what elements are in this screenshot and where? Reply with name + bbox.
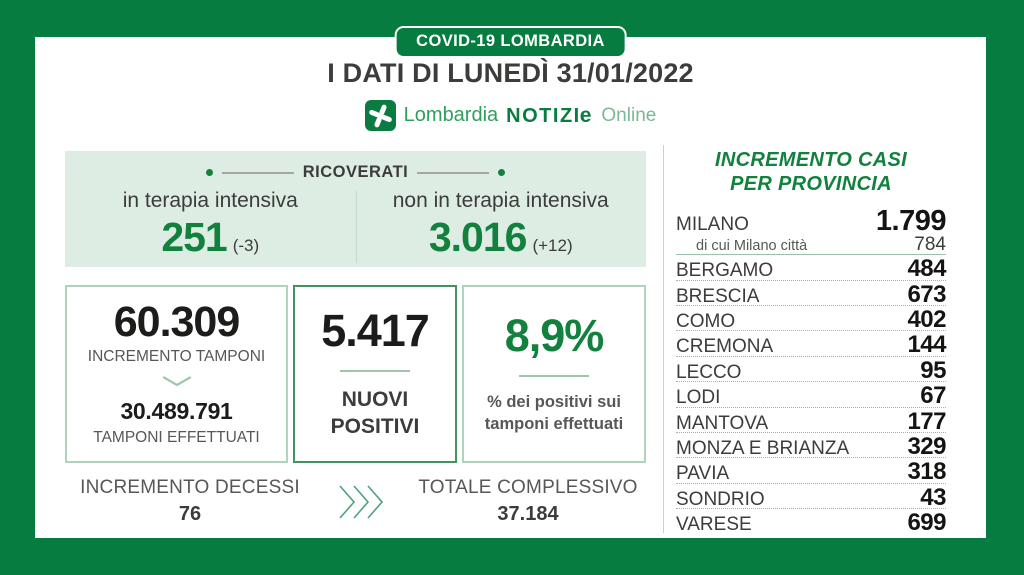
province-name: PAVIA (676, 463, 730, 485)
province-value: 1.799 (875, 205, 947, 238)
incremento-decessi-value: 76 (178, 503, 202, 525)
province-row-lecco: LECCO 95 (676, 356, 946, 384)
province-row-brescia: BRESCIA 673 (676, 280, 946, 308)
province-name: CREMONA (676, 336, 774, 358)
province-value: 177 (907, 407, 946, 435)
province-row-como: COMO 402 (676, 305, 946, 333)
logo-text-notizie: NOTIZI e (506, 103, 592, 127)
separator-line (519, 375, 589, 378)
rosa-camuna-icon (364, 100, 396, 131)
ricoverati-value: 3.016 (428, 214, 528, 260)
province-row-sondrio: SONDRIO 43 (676, 483, 946, 511)
ricoverati-delta: (-3) (232, 236, 260, 255)
province-value: 144 (907, 331, 946, 359)
province-row-monza-e-brianza: MONZA E BRIANZA 329 (676, 432, 946, 460)
incremento-tamponi-value: 60.309 (113, 298, 241, 346)
province-sub-value: 784 (914, 234, 946, 256)
province-name: LODI (676, 387, 721, 409)
triple-chevron-right-icon (315, 484, 410, 519)
province-name: MONZA E BRIANZA (676, 437, 850, 459)
province-row-cremona: CREMONA 144 (676, 331, 946, 359)
province-subrow-milano: di cui Milano città 784 (676, 234, 946, 256)
province-value: 95 (920, 356, 946, 384)
province-name: MANTOVA (676, 412, 769, 434)
province-panel-title: INCREMENTO CASI PER PROVINCIA (715, 149, 907, 195)
ricoverati-delta: (+12) (532, 236, 573, 255)
province-row-lodi: LODI 67 (676, 382, 946, 410)
ricoverati-value: 251 (161, 214, 227, 260)
province-name: VARESE (676, 514, 752, 536)
logo-text-lombardia: Lombardia (403, 104, 499, 126)
percentuale-positivi-box: 8,9% % dei positivi sui tamponi effettua… (462, 285, 646, 463)
province-row-mantova: MANTOVA 177 (676, 407, 946, 435)
tamponi-effettuati-value: 30.489.791 (120, 398, 233, 424)
province-value: 318 (907, 458, 946, 486)
separator-line (340, 370, 410, 373)
lombardia-notizie-logo: Lombardia NOTIZI e Online (35, 100, 986, 131)
province-table: MILANO 1.799 di cui Milano città 784 BERGAMO… (676, 205, 947, 537)
percentuale-value: 8,9% (504, 310, 605, 362)
ricoverati-column-1: non in terapia intensiva 3.016 (+12) (356, 189, 647, 267)
province-name: BRESCIA (676, 285, 760, 307)
covid-lombardia-badge: COVID-19 LOMBARDIA (394, 26, 627, 58)
province-name: MILANO (676, 214, 749, 236)
province-value: 67 (920, 382, 946, 410)
province-value: 484 (907, 255, 946, 283)
province-panel: INCREMENTO CASI PER PROVINCIA MILANO 1.79… (676, 149, 947, 537)
ricoverati-column-0: in terapia intensiva 251 (-3) (65, 189, 356, 267)
incremento-decessi-label: INCREMENTO DECESSI (80, 477, 300, 498)
nuovi-positivi-value: 5.417 (321, 305, 430, 357)
divider-line-left (221, 171, 294, 174)
nuovi-positivi-box: 5.417 NUOVI POSITIVI (293, 285, 457, 463)
ricoverati-title: RICOVERATI (302, 163, 409, 181)
totale-complessivo-value: 37.184 (497, 503, 559, 525)
footer-stats-row: INCREMENTO DECESSI 76 TOTALE COMPLESSIVO… (65, 477, 646, 526)
tamponi-box: 60.309 INCREMENTO TAMPONI 30.489.791 TAM… (65, 285, 288, 463)
chevron-down-icon (162, 374, 192, 392)
province-name: COMO (676, 310, 736, 332)
totale-complessivo-label: TOTALE COMPLESSIVO (418, 477, 638, 498)
logo-text-online: Online (601, 104, 657, 126)
province-value: 699 (907, 509, 946, 537)
bullet-dot-left (205, 169, 213, 176)
ricoverati-columns: in terapia intensiva 251 (-3) non in terapi… (65, 189, 646, 267)
column-divider (355, 191, 357, 263)
vertical-divider (663, 145, 664, 533)
ricoverati-header: RICOVERATI (65, 151, 646, 182)
nuovi-positivi-label: NUOVI POSITIVI (330, 388, 420, 438)
province-row-milano: MILANO 1.799 (676, 205, 947, 237)
ricoverati-value-row: 3.016 (+12) (356, 214, 647, 261)
province-value: 329 (907, 432, 946, 460)
ricoverati-value-row: 251 (-3) (65, 214, 356, 261)
totale-complessivo-cell: TOTALE COMPLESSIVO 37.184 (410, 477, 646, 526)
province-row-pavia: PAVIA 318 (676, 458, 946, 486)
ricoverati-label: non in terapia intensiva (392, 189, 609, 212)
page-title: I DATI DI LUNEDÌ 31/01/2022 (327, 58, 694, 88)
tamponi-effettuati-label: TAMPONI EFFETTUATI (93, 429, 260, 446)
province-row-bergamo: BERGAMO 484 (676, 255, 946, 283)
province-value: 43 (920, 483, 946, 511)
ricoverati-label: in terapia intensiva (122, 189, 298, 212)
province-row-varese: VARESE 699 (676, 509, 946, 537)
province-name: BERGAMO (676, 260, 774, 282)
province-value: 673 (907, 280, 946, 308)
province-name: LECCO (676, 361, 742, 383)
ricoverati-panel: RICOVERATI in terapia intensiva 251 (-3) no… (65, 151, 646, 267)
province-name: SONDRIO (676, 488, 765, 510)
incremento-tamponi-label: INCREMENTO TAMPONI (87, 348, 266, 365)
percentuale-label: % dei positivi sui tamponi effettuati (484, 393, 624, 433)
content-card: COVID-19 LOMBARDIA I DATI DI LUNEDÌ 31/0… (35, 26, 986, 538)
province-sub-name: di cui Milano città (696, 238, 808, 255)
divider-line-right (417, 171, 490, 174)
incremento-decessi-cell: INCREMENTO DECESSI 76 (65, 477, 315, 526)
bullet-dot-right (498, 169, 506, 176)
province-value: 402 (907, 305, 946, 333)
